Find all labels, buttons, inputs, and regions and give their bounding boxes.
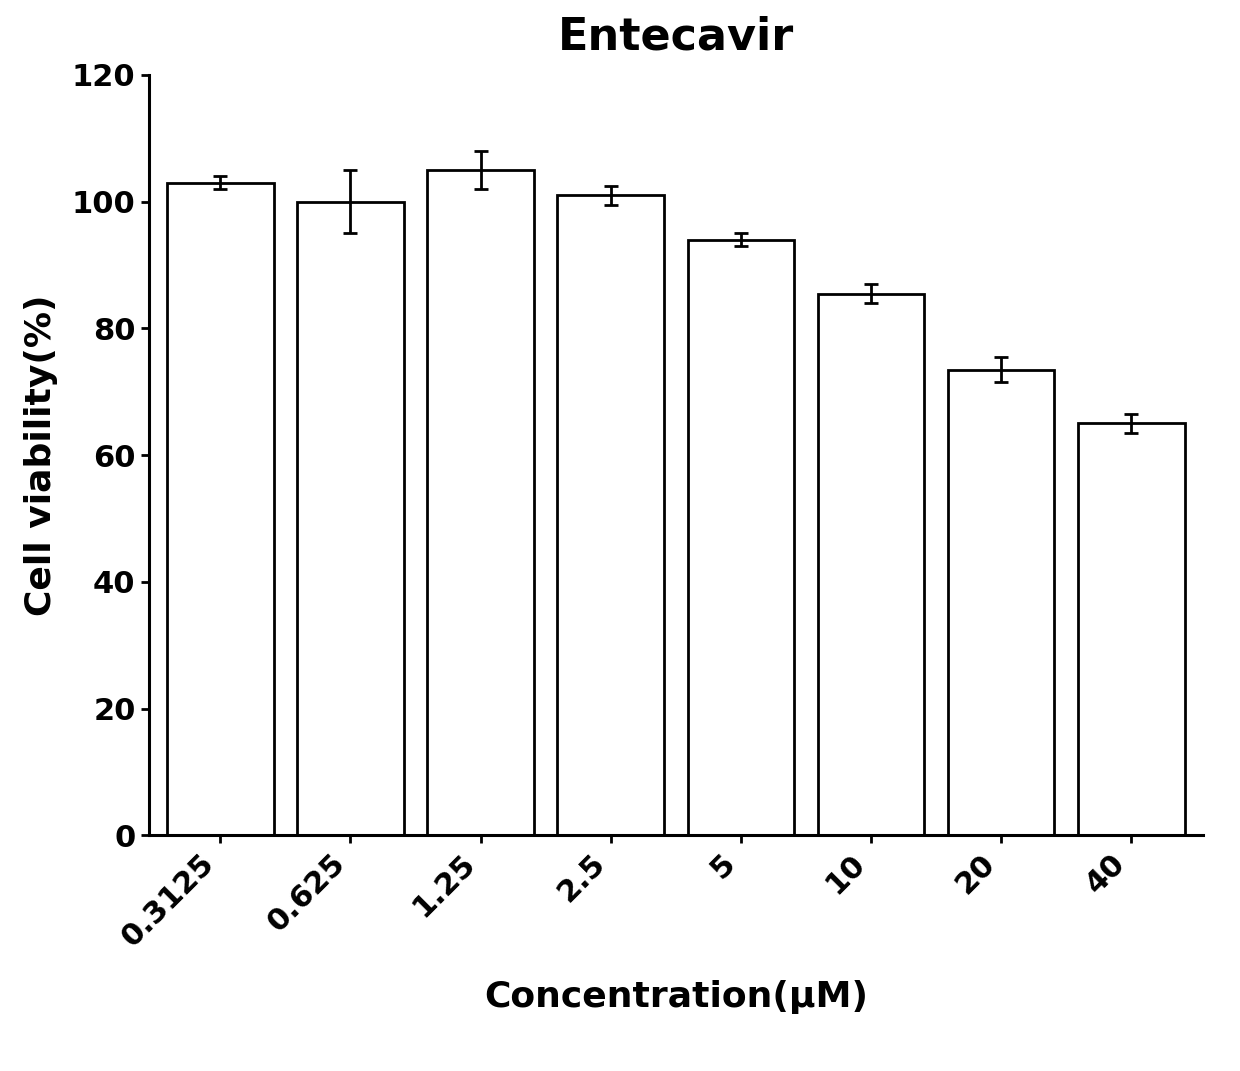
Bar	[428, 170, 534, 835]
Bar	[558, 195, 665, 835]
Title: Entecavir: Entecavir	[558, 16, 794, 59]
Bar	[1078, 423, 1184, 835]
Bar	[947, 369, 1054, 835]
Bar	[167, 183, 274, 835]
Bar	[298, 201, 404, 835]
Bar	[817, 293, 924, 835]
X-axis label: Concentration(μM): Concentration(μM)	[484, 980, 868, 1014]
Bar	[687, 240, 794, 835]
Y-axis label: Cell viability(%): Cell viability(%)	[24, 295, 58, 616]
